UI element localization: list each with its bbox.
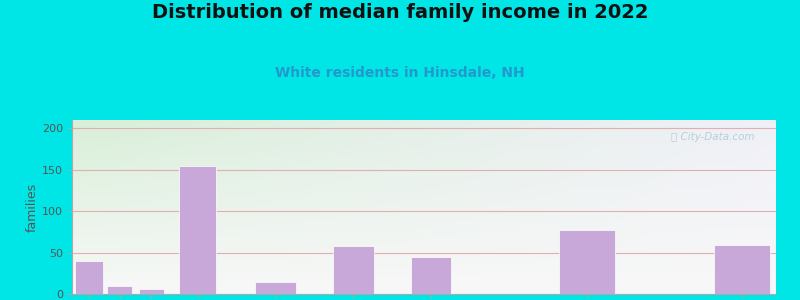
Bar (179, 166, 217, 294)
Text: Distribution of median family income in 2022: Distribution of median family income in … (152, 3, 648, 22)
Y-axis label: families: families (26, 182, 39, 232)
Bar (75, 261, 103, 294)
Text: White residents in Hinsdale, NH: White residents in Hinsdale, NH (275, 66, 525, 80)
Bar (138, 289, 163, 294)
Bar (714, 245, 770, 294)
Bar (333, 246, 374, 294)
Bar (411, 257, 451, 294)
Text: ⓘ City-Data.com: ⓘ City-Data.com (671, 132, 755, 142)
Bar (107, 286, 132, 294)
Bar (255, 282, 296, 294)
Bar (558, 230, 614, 294)
